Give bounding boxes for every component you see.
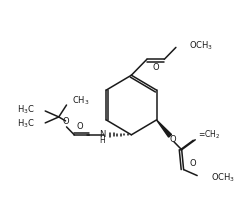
Text: O: O [152, 63, 159, 72]
Text: O: O [170, 135, 176, 144]
Text: OCH$_3$: OCH$_3$ [211, 171, 235, 184]
Text: O: O [77, 122, 83, 131]
Text: OCH$_3$: OCH$_3$ [189, 39, 214, 52]
Text: O: O [189, 159, 196, 168]
Text: O: O [62, 118, 69, 126]
Polygon shape [156, 120, 172, 137]
Text: H$_3$C: H$_3$C [17, 118, 35, 130]
Text: H: H [100, 136, 105, 145]
Text: =CH$_2$: =CH$_2$ [198, 129, 221, 141]
Text: H$_3$C: H$_3$C [17, 104, 35, 116]
Text: N: N [99, 130, 105, 139]
Text: CH$_3$: CH$_3$ [72, 95, 90, 107]
